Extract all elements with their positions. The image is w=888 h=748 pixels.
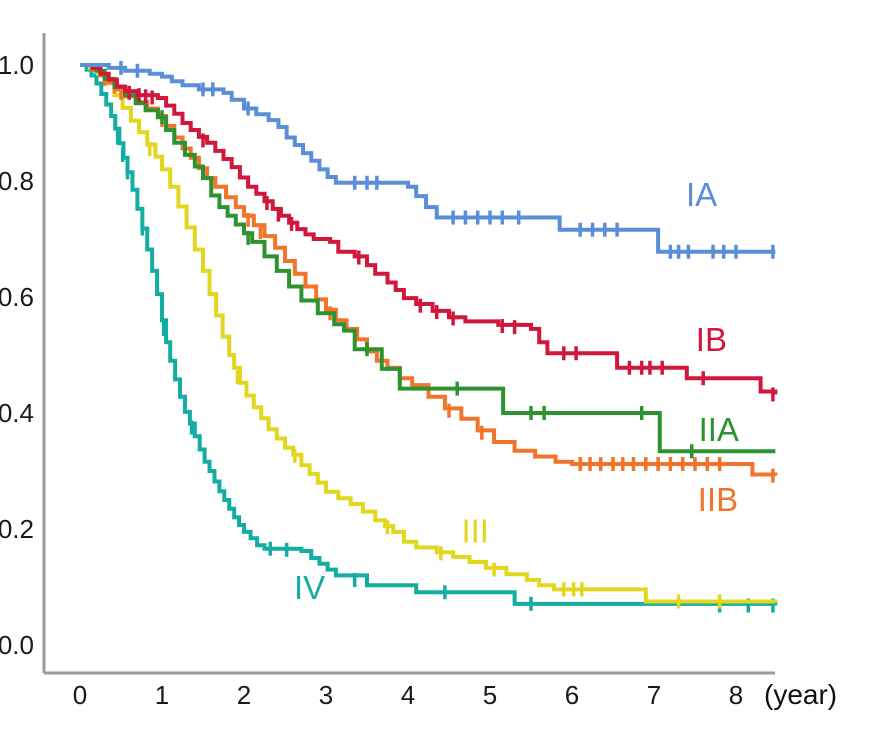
x-tick-label-0: 0 [73, 680, 87, 710]
x-tick-label-1: 1 [155, 680, 169, 710]
series-IIA [80, 63, 776, 459]
x-axis-unit-label: (year) [764, 679, 837, 710]
x-tick-label-4: 4 [401, 680, 415, 710]
x-tick-label-7: 7 [647, 680, 661, 710]
x-tick-label-5: 5 [483, 680, 497, 710]
series-IIB [80, 63, 778, 483]
curves-layer [80, 60, 778, 613]
y-tick-label-0.8: 0.8 [0, 166, 34, 196]
series-IV [80, 63, 778, 613]
curve-label-IV: IV [294, 569, 325, 606]
series-III [80, 63, 778, 609]
survival-curve-III [80, 63, 778, 604]
series-IA [80, 60, 776, 259]
curve-labels-layer: IV III IIB IIA IB IA [294, 176, 739, 606]
curve-label-IB: IB [696, 321, 727, 358]
x-tick-label-2: 2 [237, 680, 251, 710]
survival-curve-IIA [80, 63, 776, 454]
curve-label-IIA: IIA [699, 411, 739, 448]
y-tick-label-1.0: 1.0 [0, 50, 34, 80]
x-tick-label-3: 3 [319, 680, 333, 710]
x-tick-label-8: 8 [729, 680, 743, 710]
axes-layer: 1.0 0.8 0.6 0.4 0.2 0.0 0 1 2 3 4 5 6 7 8 (year) [0, 33, 837, 710]
x-tick-label-6: 6 [565, 680, 579, 710]
survival-curve-IA [80, 63, 776, 254]
curve-label-III: III [461, 512, 489, 549]
series-IB [80, 63, 778, 402]
curve-label-IIB: IIB [698, 481, 738, 518]
y-tick-label-0.4: 0.4 [0, 398, 34, 428]
survival-curve-IB [80, 63, 778, 395]
y-tick-label-0.2: 0.2 [0, 514, 34, 544]
y-tick-label-0.0: 0.0 [0, 630, 34, 660]
survival-curve-IIB [80, 63, 778, 477]
y-tick-label-0.6: 0.6 [0, 282, 34, 312]
curve-label-IA: IA [686, 176, 717, 213]
